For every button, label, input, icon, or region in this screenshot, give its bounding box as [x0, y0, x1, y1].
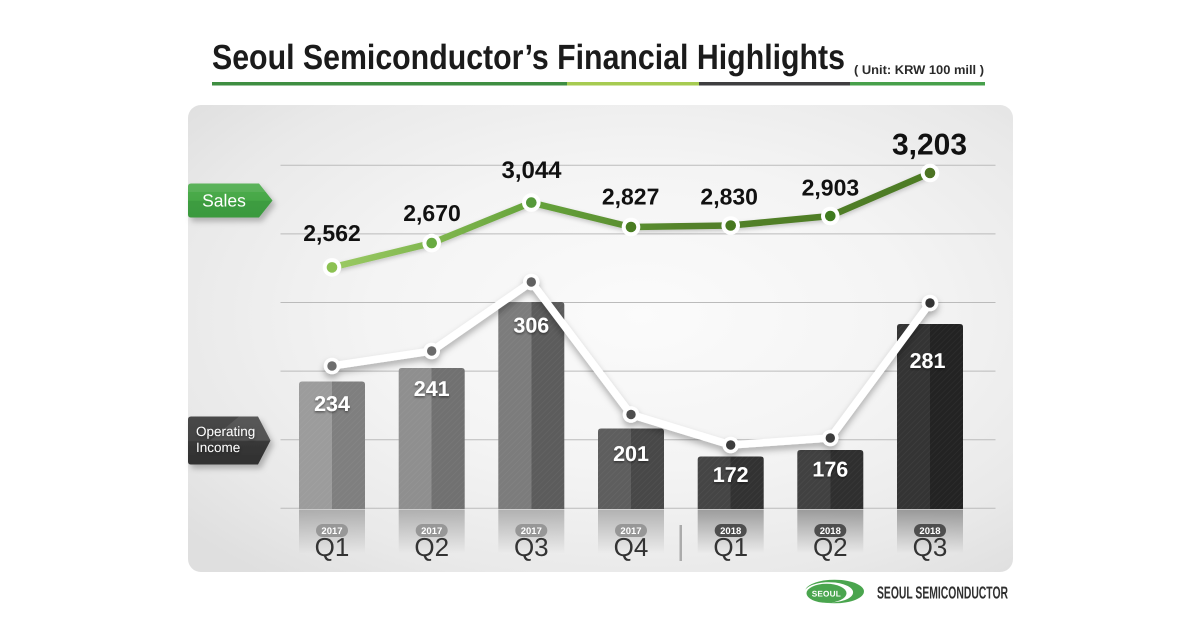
svg-text:Sales: Sales	[202, 191, 246, 211]
svg-text:234: 234	[314, 392, 350, 416]
svg-text:Q3: Q3	[514, 532, 549, 562]
svg-text:Q1: Q1	[713, 532, 748, 562]
svg-text:SEOUL SEMICONDUCTOR: SEOUL SEMICONDUCTOR	[877, 583, 1008, 603]
svg-text:2,903: 2,903	[802, 175, 860, 201]
svg-text:2018: 2018	[720, 526, 741, 537]
svg-text:Q4: Q4	[614, 532, 649, 562]
svg-text:Operating: Operating	[196, 424, 255, 439]
svg-text:281: 281	[910, 349, 946, 373]
svg-text:2017: 2017	[620, 526, 641, 537]
svg-text:2,562: 2,562	[303, 220, 361, 246]
svg-text:3,044: 3,044	[501, 157, 562, 184]
svg-text:2017: 2017	[421, 526, 442, 537]
svg-text:176: 176	[812, 458, 848, 482]
svg-text:2017: 2017	[321, 526, 342, 537]
svg-text:241: 241	[414, 377, 450, 401]
svg-text:Q1: Q1	[315, 532, 350, 562]
svg-text:2018: 2018	[820, 526, 841, 537]
svg-text:3,203: 3,203	[892, 129, 967, 162]
svg-text:306: 306	[513, 314, 549, 338]
svg-text:Q2: Q2	[414, 532, 449, 562]
svg-text:Q2: Q2	[813, 532, 848, 562]
svg-text:2017: 2017	[521, 526, 542, 537]
svg-text:2,830: 2,830	[700, 183, 758, 209]
svg-text:Q3: Q3	[913, 532, 948, 562]
svg-text:201: 201	[613, 442, 649, 466]
svg-text:( Unit: KRW 100 mill ): ( Unit: KRW 100 mill )	[854, 63, 984, 77]
svg-text:Seoul Semiconductor’s Financia: Seoul Semiconductor’s Financial Highligh…	[212, 38, 845, 77]
svg-text:Income: Income	[196, 440, 240, 455]
svg-text:2,827: 2,827	[602, 183, 660, 209]
svg-text:2018: 2018	[919, 526, 940, 537]
svg-text:172: 172	[713, 463, 749, 487]
svg-text:2,670: 2,670	[403, 200, 461, 226]
svg-text:SEOUL: SEOUL	[812, 589, 841, 598]
